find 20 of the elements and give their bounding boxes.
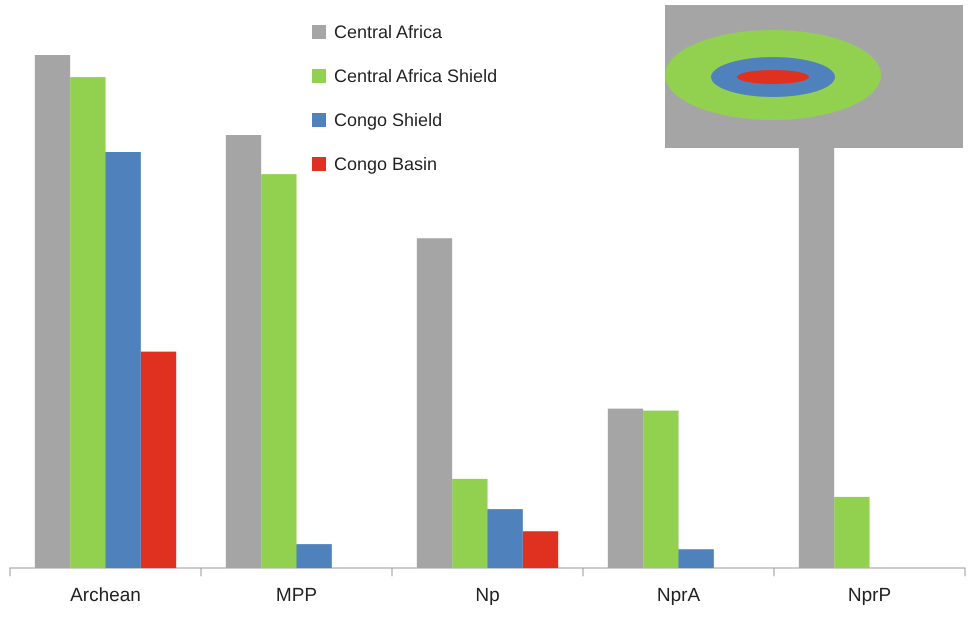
bar: [834, 496, 870, 568]
legend-label: Central Africa: [334, 22, 442, 42]
bar: [70, 77, 106, 568]
bar: [140, 352, 176, 568]
bar: [261, 174, 296, 568]
bar: [296, 544, 332, 568]
legend-label: Congo Shield: [334, 110, 442, 130]
bar: [106, 152, 141, 568]
bar: [678, 549, 714, 568]
bar: [643, 410, 678, 568]
legend-label: Congo Basin: [334, 154, 438, 174]
legend-label: Central Africa Shield: [334, 66, 498, 86]
x-tick-label: Archean: [70, 584, 141, 606]
bar: [452, 478, 488, 568]
bar: [522, 531, 558, 568]
x-tick-label: NprP: [848, 584, 892, 606]
bar: [488, 509, 523, 568]
x-tick-label: Np: [475, 584, 500, 606]
x-tick-label: NprA: [656, 584, 700, 606]
x-tick-label: MPP: [276, 584, 318, 606]
